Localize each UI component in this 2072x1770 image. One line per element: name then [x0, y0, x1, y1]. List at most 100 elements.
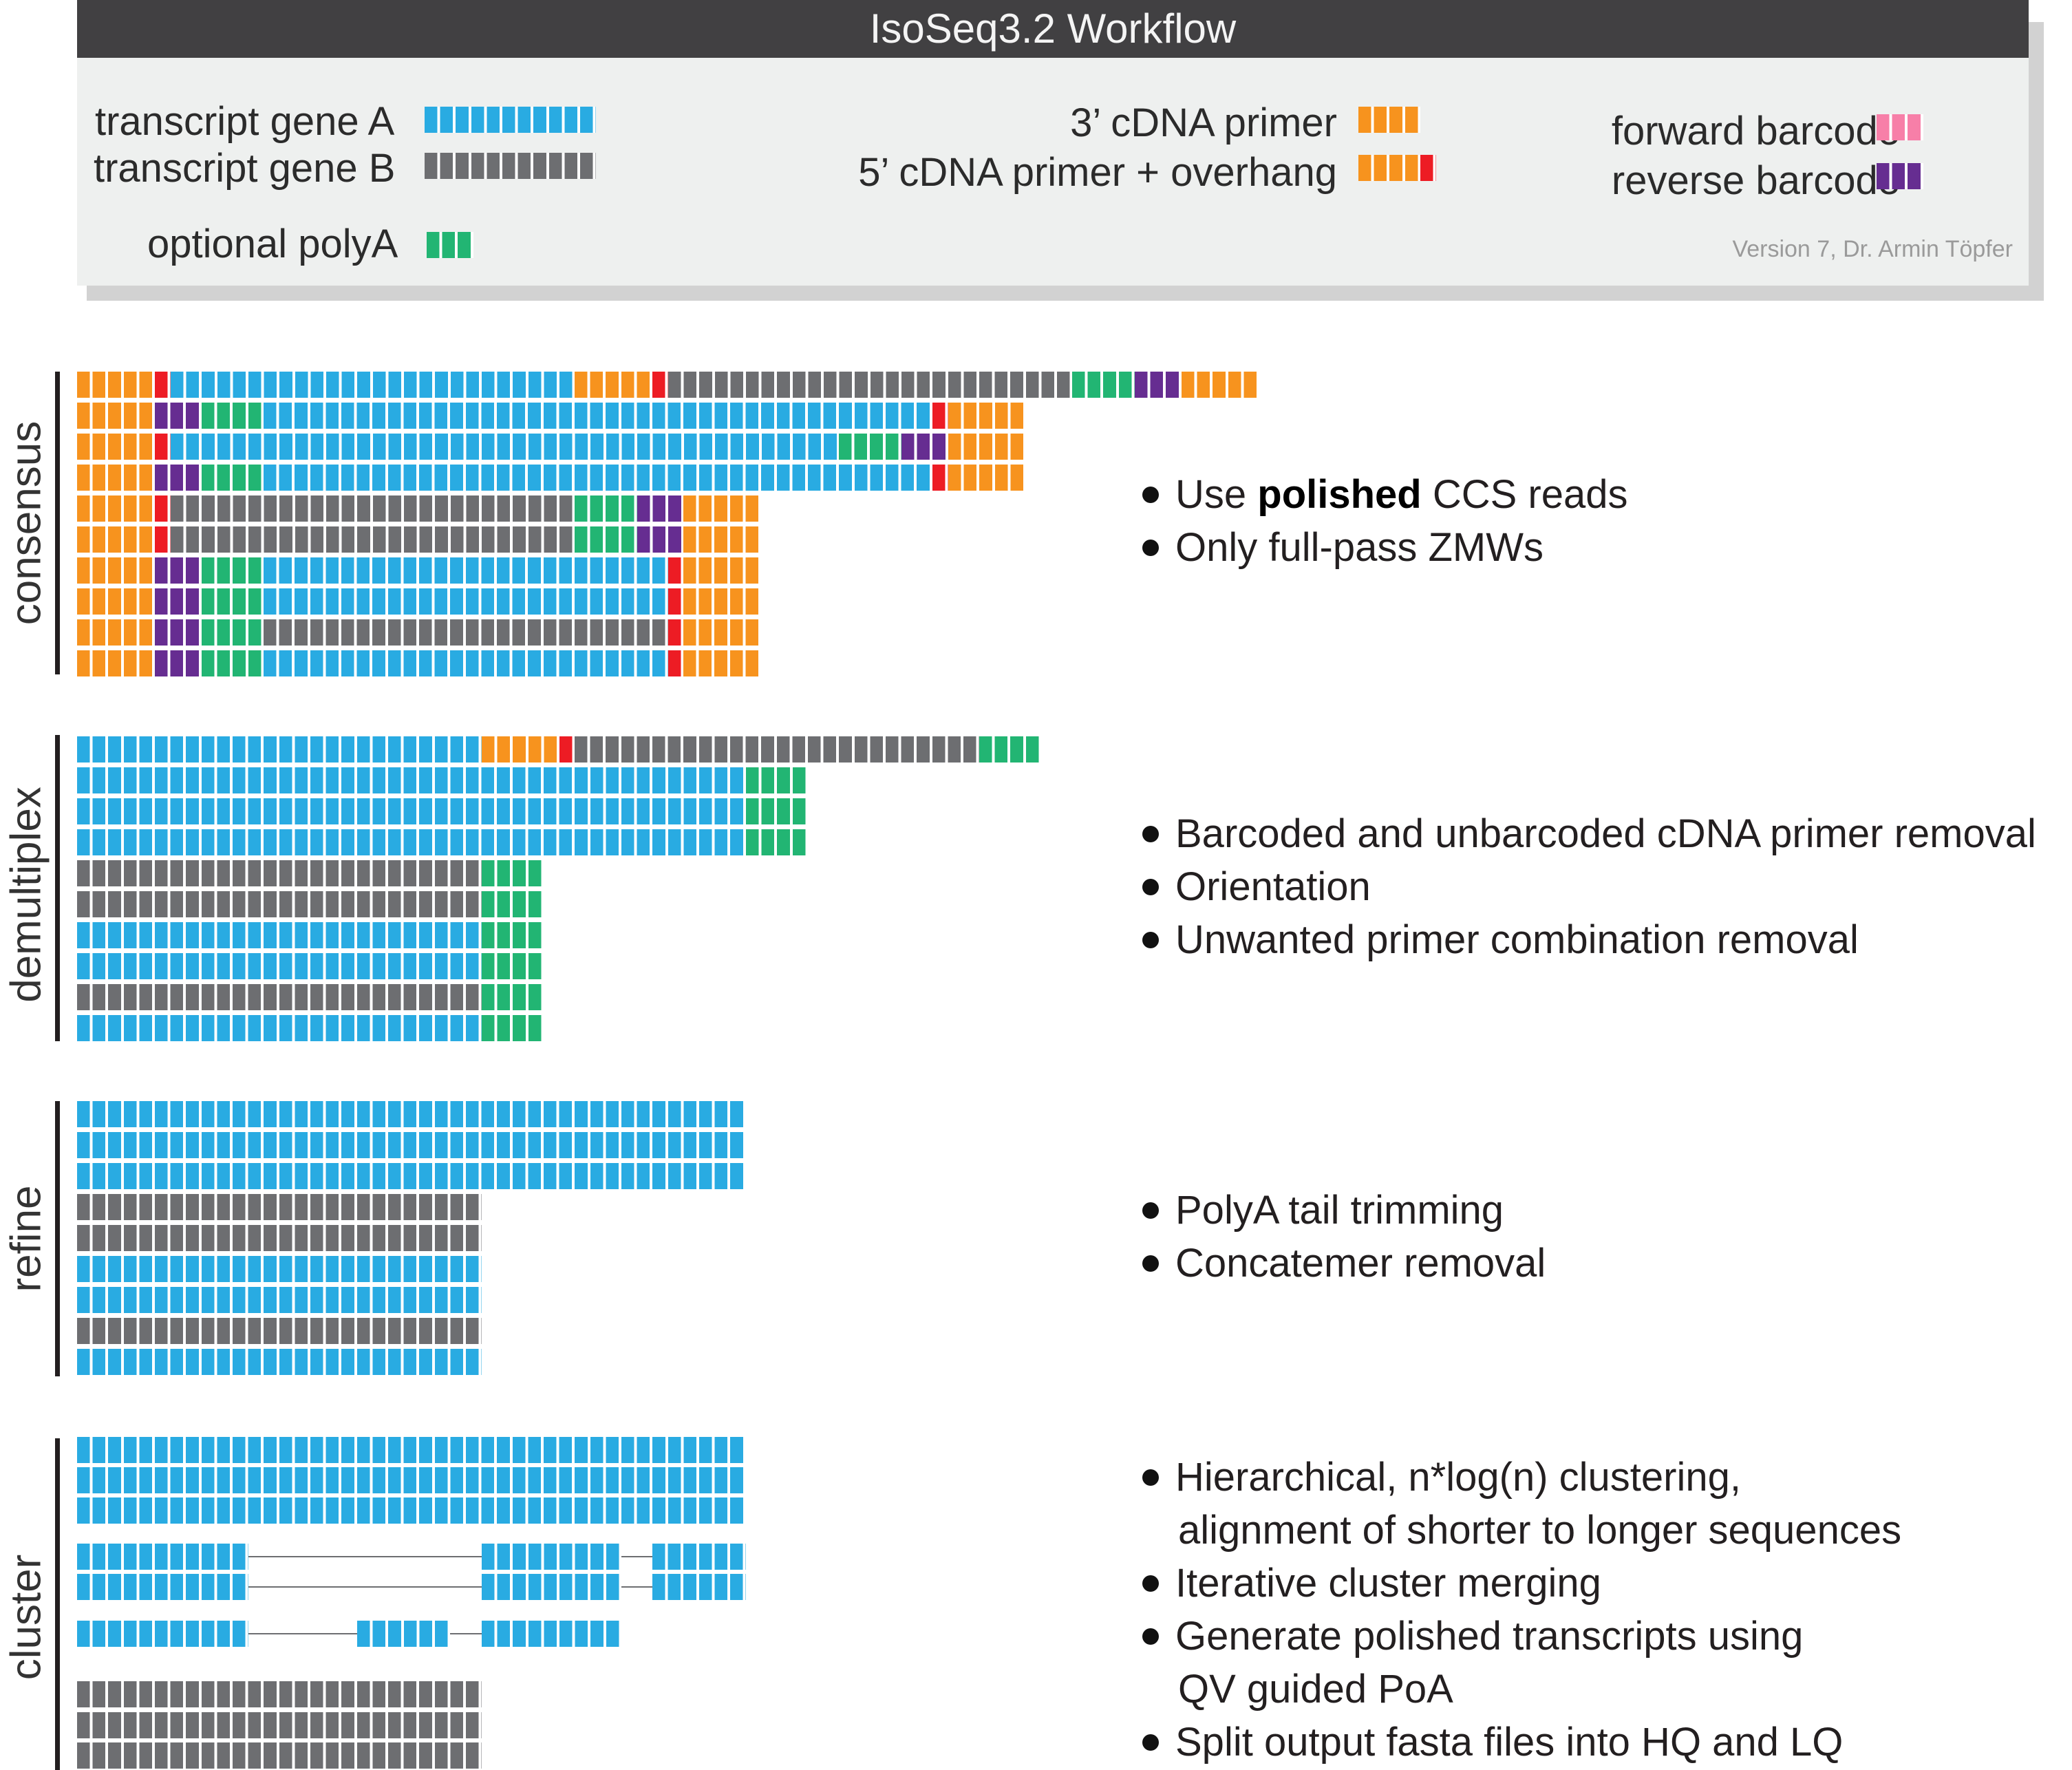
segment-primer3 — [1181, 372, 1259, 398]
legend-label-rev-barcode: reverse barcode — [1611, 158, 1900, 203]
bullet-item: Split output fasta files into HQ and LQ — [1140, 1716, 1901, 1769]
segment-revBarcode — [155, 588, 202, 615]
segment-geneA — [77, 1621, 248, 1647]
segment-geneB — [170, 495, 575, 522]
segment-polyA — [481, 953, 544, 979]
bullet-item: Concatemer removal — [1140, 1237, 1546, 1290]
segment-primer3 — [683, 588, 762, 615]
bullets-consensus: Use polished CCS reads Only full-pass ZM… — [1140, 468, 1628, 574]
section-bar-demultiplex — [55, 735, 60, 1041]
intron-line — [248, 1586, 482, 1588]
section-bar-cluster — [55, 1438, 60, 1770]
segment-geneA — [77, 767, 746, 793]
section-label-refine: refine — [2, 1185, 50, 1292]
segment-polyA — [575, 526, 637, 553]
segment-overhang — [1420, 155, 1436, 181]
segment-revBarcode — [1877, 163, 1923, 189]
segment-geneA — [356, 1621, 451, 1647]
bullet-dot-icon — [1142, 826, 1159, 842]
segment-primer3 — [77, 434, 155, 460]
bullet-continuation: QV guided PoA — [1178, 1667, 1453, 1712]
segment-geneB — [77, 860, 482, 886]
section-bar-refine — [55, 1101, 60, 1376]
legend-label-polya: optional polyA — [147, 222, 398, 266]
bullet-dot-icon — [1142, 932, 1159, 948]
intron-line — [248, 1633, 357, 1634]
segment-geneA — [481, 1544, 621, 1570]
segment-geneA — [264, 465, 932, 491]
segment-geneA — [77, 1544, 248, 1570]
segment-geneA — [264, 588, 668, 615]
segment-polyA — [201, 619, 264, 646]
segment-primer3 — [575, 372, 653, 398]
bullet-item: Unwanted primer combination removal — [1140, 913, 2036, 966]
segment-primer3 — [683, 526, 762, 553]
segment-geneA — [77, 922, 482, 948]
segment-revBarcode — [155, 650, 202, 676]
segment-geneB — [77, 1712, 482, 1738]
segment-polyA — [201, 650, 264, 676]
segment-polyA — [481, 891, 544, 917]
section-bar-consensus — [55, 372, 60, 674]
legend-label-primer5: 5’ cDNA primer + overhang — [858, 150, 1337, 195]
bullet-item: Iterative cluster merging — [1140, 1557, 1901, 1610]
segment-revBarcode — [1134, 372, 1182, 398]
segment-polyA — [481, 1015, 544, 1041]
version-note: Version 7, Dr. Armin Töpfer — [1732, 236, 2013, 262]
segment-polyA — [481, 860, 544, 886]
segment-geneA — [77, 1163, 746, 1189]
segment-geneA — [170, 372, 575, 398]
segment-geneA — [77, 1437, 746, 1463]
segment-primer3 — [948, 403, 1026, 429]
bullet-item: Use polished CCS reads — [1140, 468, 1628, 521]
segment-geneB — [264, 619, 668, 646]
intron-line — [450, 1633, 482, 1634]
segment-geneB — [425, 153, 596, 179]
section-label-demultiplex: demultiplex — [2, 787, 50, 1003]
segment-geneA — [264, 403, 932, 429]
segment-geneA — [77, 1132, 746, 1158]
segment-primer3 — [481, 736, 559, 763]
segment-overhang — [667, 619, 684, 646]
bullet-item: PolyA tail trimming — [1140, 1184, 1546, 1237]
bullet-dot-icon — [1142, 540, 1159, 556]
segment-primer3 — [77, 465, 155, 491]
segment-geneA — [77, 1349, 482, 1375]
bullet-dot-icon — [1142, 879, 1159, 895]
bullet-item: Only full-pass ZMWs — [1140, 521, 1628, 574]
segment-geneA — [77, 829, 746, 855]
segment-geneB — [77, 1681, 482, 1707]
segment-geneB — [77, 891, 482, 917]
segment-geneA — [77, 736, 482, 763]
segment-overhang — [652, 372, 668, 398]
segment-primer3 — [948, 465, 1026, 491]
bullet-dot-icon — [1142, 1469, 1159, 1486]
segment-polyA — [1072, 372, 1135, 398]
segment-primer3 — [77, 557, 155, 584]
segment-primer3 — [77, 619, 155, 646]
segment-geneB — [77, 1194, 482, 1220]
segment-geneA — [77, 1256, 482, 1282]
segment-polyA — [201, 557, 264, 584]
segment-geneA — [481, 1621, 621, 1647]
bullet-dot-icon — [1142, 1734, 1159, 1751]
segment-polyA — [201, 588, 264, 615]
segment-overhang — [667, 557, 684, 584]
bullet-dot-icon — [1142, 1575, 1159, 1592]
segment-geneA — [77, 1467, 746, 1493]
bullet-dot-icon — [1142, 1628, 1159, 1645]
segment-geneA — [652, 1574, 746, 1600]
segment-revBarcode — [637, 526, 684, 553]
segment-overhang — [155, 526, 171, 553]
segment-overhang — [932, 403, 948, 429]
bullet-item: Barcoded and unbarcoded cDNA primer remo… — [1140, 807, 2036, 860]
segment-polyA — [745, 798, 809, 824]
segment-geneA — [77, 1101, 746, 1127]
segment-polyA — [839, 434, 901, 460]
segment-polyA — [481, 922, 544, 948]
segment-primer3 — [683, 619, 762, 646]
segment-geneA — [77, 1015, 482, 1041]
segment-geneA — [481, 1574, 621, 1600]
segment-revBarcode — [637, 495, 684, 522]
segment-geneA — [77, 953, 482, 979]
